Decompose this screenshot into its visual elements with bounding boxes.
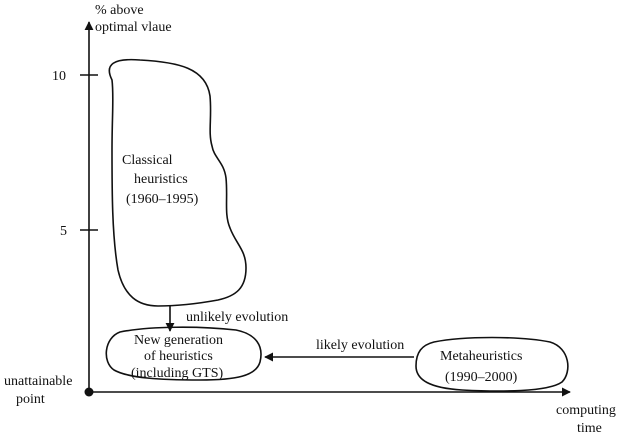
x-axis-label-line1: computing [556,403,616,418]
metaheuristics-region [415,336,569,392]
new-gen-label-line2: of heuristics [144,349,213,364]
classical-heuristics-region [108,58,247,307]
y-axis-label-line1: % above [95,3,144,18]
meta-label-line2: (1990–2000) [445,370,518,385]
unlikely-evolution-label: unlikely evolution [186,310,288,325]
x-axis-label-line2: time [577,421,602,436]
classical-label-line3: (1960–1995) [126,192,199,207]
y-tick-label-10: 10 [52,69,66,84]
likely-evolution-label: likely evolution [316,338,404,353]
y-axis-label-line2: optimal vlaue [95,20,172,35]
classical-label-line1: Classical [122,153,173,168]
origin-label-line1: unattainable [4,374,72,389]
meta-label-line1: Metaheuristics [440,349,522,364]
unattainable-point [84,387,94,397]
classical-label-line2: heuristics [134,172,188,187]
origin-label-line2: point [16,392,45,407]
new-gen-label-line3: (including GTS) [131,366,223,381]
y-tick-label-5: 5 [60,224,67,239]
new-gen-label-line1: New generation [134,333,223,348]
new-generation-region [105,326,262,381]
